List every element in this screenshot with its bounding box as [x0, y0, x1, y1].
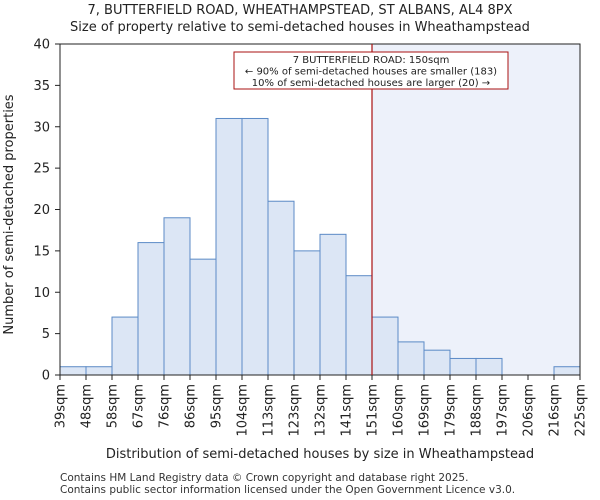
- histogram-bar: [293, 250, 321, 376]
- y-tick-label: 15: [33, 244, 50, 259]
- chart-subtitle: Size of property relative to semi-detach…: [70, 20, 530, 35]
- histogram-bar: [319, 233, 347, 376]
- x-tick-label: 197sqm: [496, 384, 511, 437]
- x-tick-label: 95sqm: [210, 384, 225, 428]
- x-tick-label: 151sqm: [366, 384, 381, 437]
- x-tick-label: 123sqm: [288, 384, 303, 437]
- histogram-bar: [111, 316, 139, 376]
- x-tick-label: 104sqm: [236, 384, 251, 437]
- footer-attribution-2: Contains public sector information licen…: [60, 484, 516, 496]
- x-tick-label: 206sqm: [522, 384, 537, 437]
- histogram-bar: [215, 117, 243, 376]
- x-tick-label: 141sqm: [340, 384, 355, 437]
- histogram-bar: [85, 366, 113, 376]
- y-tick-label: 30: [33, 120, 50, 135]
- y-tick-label: 40: [33, 38, 50, 53]
- annotation-box: [233, 51, 509, 90]
- histogram-bar: [553, 366, 581, 376]
- x-tick-label: 160sqm: [392, 384, 407, 437]
- x-tick-label: 216sqm: [548, 384, 563, 437]
- histogram-bar: [163, 217, 191, 376]
- x-tick-label: 58sqm: [106, 384, 121, 428]
- histogram-bar: [449, 357, 477, 376]
- x-tick-label: 39sqm: [54, 384, 69, 428]
- x-tick-label: 48sqm: [80, 384, 95, 428]
- y-axis-label: Number of semi-detached properties: [2, 94, 17, 334]
- x-tick-label: 225sqm: [574, 384, 589, 437]
- x-tick-label: 179sqm: [444, 384, 459, 437]
- chart-title: 7, BUTTERFIELD ROAD, WHEATHAMPSTEAD, ST …: [87, 3, 513, 18]
- histogram-bar: [241, 117, 269, 376]
- y-tick-label: 20: [33, 203, 50, 218]
- larger-region-shade: [372, 44, 580, 375]
- annotation-larger: 10% of semi-detached houses are larger (…: [252, 78, 490, 89]
- histogram-bar: [423, 349, 451, 376]
- footer-attribution-1: Contains HM Land Registry data © Crown c…: [60, 472, 469, 484]
- x-tick-label: 113sqm: [262, 384, 277, 437]
- y-tick-label: 35: [33, 79, 50, 94]
- annotation-smaller: ← 90% of semi-detached houses are smalle…: [245, 67, 497, 78]
- y-tick-label: 10: [33, 286, 50, 301]
- histogram-bar: [137, 242, 165, 376]
- y-tick-label: 25: [33, 162, 50, 177]
- annotation-title: 7 BUTTERFIELD ROAD: 150sqm: [293, 55, 450, 66]
- histogram-bar: [371, 316, 399, 376]
- x-tick-label: 67sqm: [132, 384, 147, 428]
- histogram-bar: [267, 200, 295, 376]
- x-tick-label: 76sqm: [158, 384, 173, 428]
- histogram-bar: [59, 366, 87, 376]
- y-tick-label: 5: [42, 327, 50, 342]
- x-axis-label: Distribution of semi-detached houses by …: [106, 447, 534, 462]
- y-tick-label: 0: [42, 369, 50, 384]
- histogram-bar: [189, 258, 217, 376]
- x-tick-label: 188sqm: [470, 384, 485, 437]
- histogram-bar: [475, 357, 503, 376]
- histogram-bar: [345, 275, 373, 376]
- histogram-bar: [397, 341, 425, 376]
- x-tick-label: 169sqm: [418, 384, 433, 437]
- x-tick-label: 86sqm: [184, 384, 199, 428]
- x-tick-label: 132sqm: [314, 384, 329, 437]
